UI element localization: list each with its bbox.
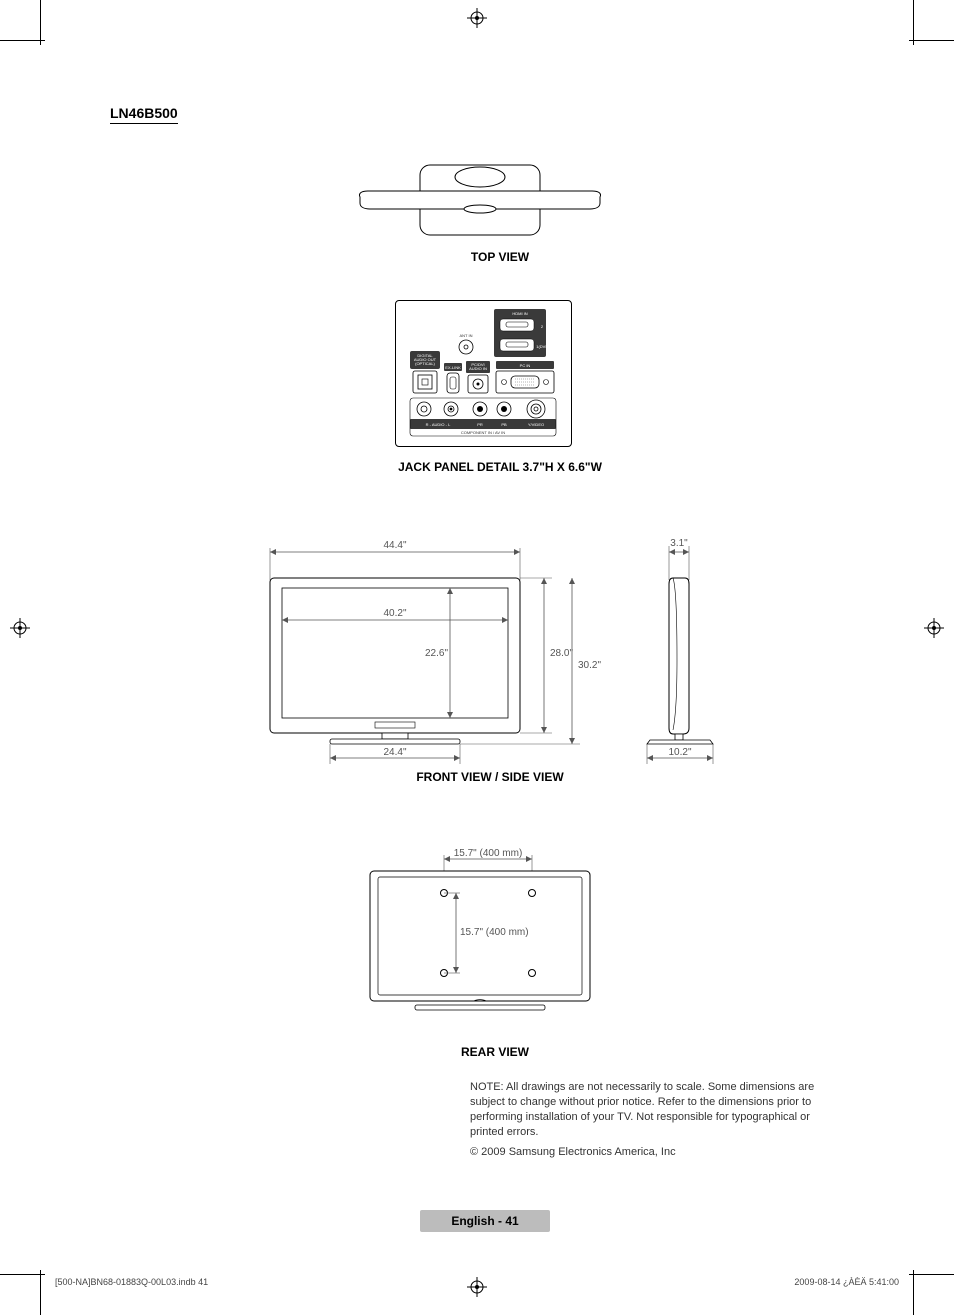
dim-front-height-inner: 28.0"	[550, 648, 573, 659]
pcdvi-audio-label2: AUDIO IN	[469, 366, 487, 371]
front-side-view-label: FRONT VIEW / SIDE VIEW	[390, 770, 590, 784]
dim-side-depth-base: 10.2"	[668, 747, 691, 758]
front-side-view-diagram: 44.4" 40.2" 22.6" 28.0"	[260, 530, 750, 780]
rear-view-diagram: 15.7" (400 mm) 15.7" (400 mm)	[360, 845, 600, 1025]
crop-mark	[0, 40, 45, 41]
dim-front-width: 44.4"	[383, 540, 406, 551]
hdmi1dvi-label: 1(DVI)	[536, 344, 548, 349]
dim-vesa-v: 15.7" (400 mm)	[460, 927, 529, 938]
audio-rl-label: R - AUDIO - L	[426, 422, 451, 427]
note-text: NOTE: All drawings are not necessarily t…	[470, 1080, 835, 1139]
footer-left: [500-NA]BN68-01883Q-00L03.indb 41	[55, 1277, 208, 1287]
component-av-label: COMPONENT IN / AV IN	[461, 430, 505, 435]
page-content: LN46B500 TOP VIEW HDMI IN 2 1(DVI) ANT I…	[60, 60, 894, 1255]
footer-right: 2009-08-14 ¿ÀÈÄ 5:41:00	[794, 1277, 899, 1287]
registration-mark-icon	[924, 618, 944, 638]
dim-screen-height: 22.6"	[425, 648, 448, 659]
crop-mark	[40, 1270, 41, 1315]
registration-mark-icon	[10, 618, 30, 638]
pb-label: PB	[501, 422, 507, 427]
jack-panel-label: JACK PANEL DETAIL 3.7"H X 6.6"W	[370, 460, 630, 474]
top-view-label: TOP VIEW	[440, 250, 560, 264]
hdmi-label: HDMI IN	[512, 311, 527, 316]
crop-mark	[909, 40, 954, 41]
page-number: English - 41	[420, 1210, 550, 1232]
jack-panel-diagram: HDMI IN 2 1(DVI) ANT IN DIGITAL AUDIO OU…	[395, 300, 572, 447]
pcin-label: PC IN	[520, 363, 531, 368]
pr-label: PR	[477, 422, 483, 427]
registration-mark-icon	[467, 8, 487, 28]
dim-front-height-total: 30.2"	[578, 660, 601, 671]
crop-mark	[40, 0, 41, 45]
digital-audio-label3: (OPTICAL)	[415, 361, 435, 366]
yvideo-label: Y/VIDEO	[528, 422, 544, 427]
dim-side-depth-top: 3.1"	[670, 538, 688, 549]
rear-view-label: REAR VIEW	[435, 1045, 555, 1059]
dim-screen-width: 40.2"	[383, 608, 406, 619]
top-view-diagram	[340, 155, 620, 255]
dim-vesa-h: 15.7" (400 mm)	[454, 848, 523, 859]
note-block: NOTE: All drawings are not necessarily t…	[470, 1080, 835, 1166]
model-number: LN46B500	[110, 105, 178, 124]
registration-mark-icon	[467, 1277, 487, 1297]
copyright-text: © 2009 Samsung Electronics America, Inc	[470, 1145, 835, 1160]
crop-mark	[0, 1274, 45, 1275]
crop-mark	[913, 0, 914, 45]
crop-mark	[909, 1274, 954, 1275]
crop-mark	[913, 1270, 914, 1315]
ant-in-label: ANT IN	[459, 333, 472, 338]
dim-stand-width: 24.4"	[383, 747, 406, 758]
exlink-label: EX-LINK	[445, 365, 461, 370]
